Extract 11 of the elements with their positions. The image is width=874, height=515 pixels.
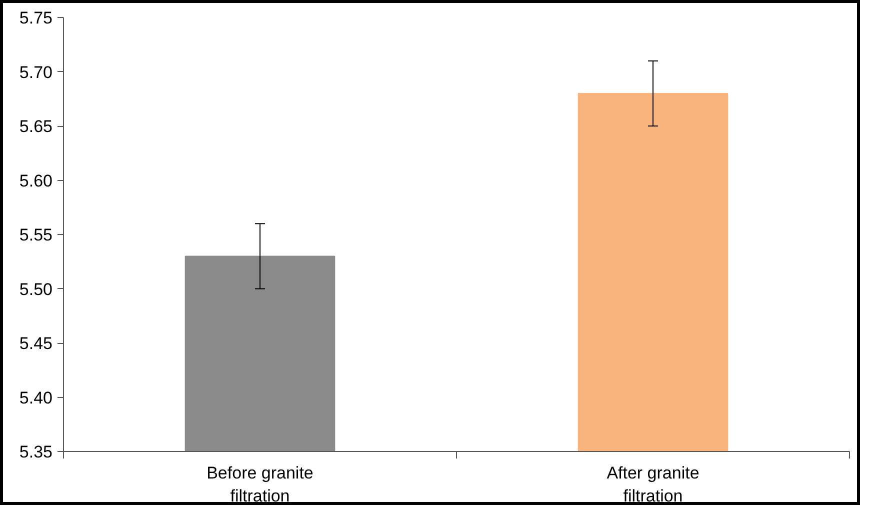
y-tick-label: 5.60: [19, 171, 53, 190]
y-tick-label: 5.50: [19, 280, 53, 299]
y-tick-label: 5.40: [19, 388, 53, 408]
y-tick-label: 5.55: [19, 226, 53, 244]
x-tick-label: After granite filtration: [606, 464, 700, 506]
y-tick-label: 5.65: [19, 117, 53, 136]
y-tick-label: 5.45: [19, 334, 53, 353]
y-tick-label: 5.75: [19, 8, 53, 28]
y-tick-label: 5.35: [19, 442, 53, 462]
x-tick-label: Before granite filtration: [206, 464, 314, 506]
y-tick-label: 5.70: [19, 62, 53, 82]
